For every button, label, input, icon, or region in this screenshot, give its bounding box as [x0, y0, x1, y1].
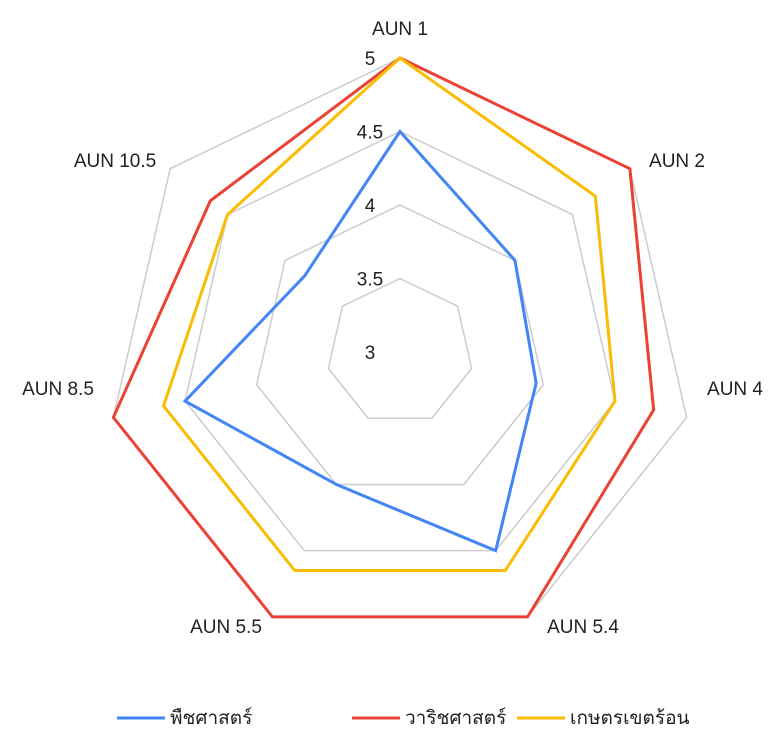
- axis-label: AUN 1: [372, 19, 428, 40]
- axis-label: AUN 5.4: [547, 617, 619, 638]
- axis-label: AUN 2: [649, 151, 705, 172]
- tick-label: 5: [365, 49, 376, 70]
- grid-ring: [184, 130, 616, 552]
- legend-label: เกษตรเขตร้อน: [570, 708, 690, 729]
- legend-label: วาริชศาสตร์: [405, 707, 506, 729]
- tick-label: 4.5: [357, 123, 383, 144]
- axis-label: AUN 5.5: [190, 617, 262, 638]
- legend-label: พืชศาสตร์: [170, 707, 252, 729]
- tick-label: 4: [365, 196, 376, 217]
- axis-label: AUN 4: [707, 379, 763, 400]
- grid-ring: [327, 277, 473, 419]
- series-line: [111, 56, 656, 619]
- axis-label: AUN 8.5: [22, 379, 94, 400]
- tick-label: 3: [365, 343, 376, 364]
- axis-label: AUN 10.5: [74, 151, 156, 172]
- series-line: [182, 129, 538, 553]
- grid-ring: [255, 204, 545, 486]
- tick-label: 3.5: [357, 270, 383, 291]
- series-line: [161, 56, 617, 573]
